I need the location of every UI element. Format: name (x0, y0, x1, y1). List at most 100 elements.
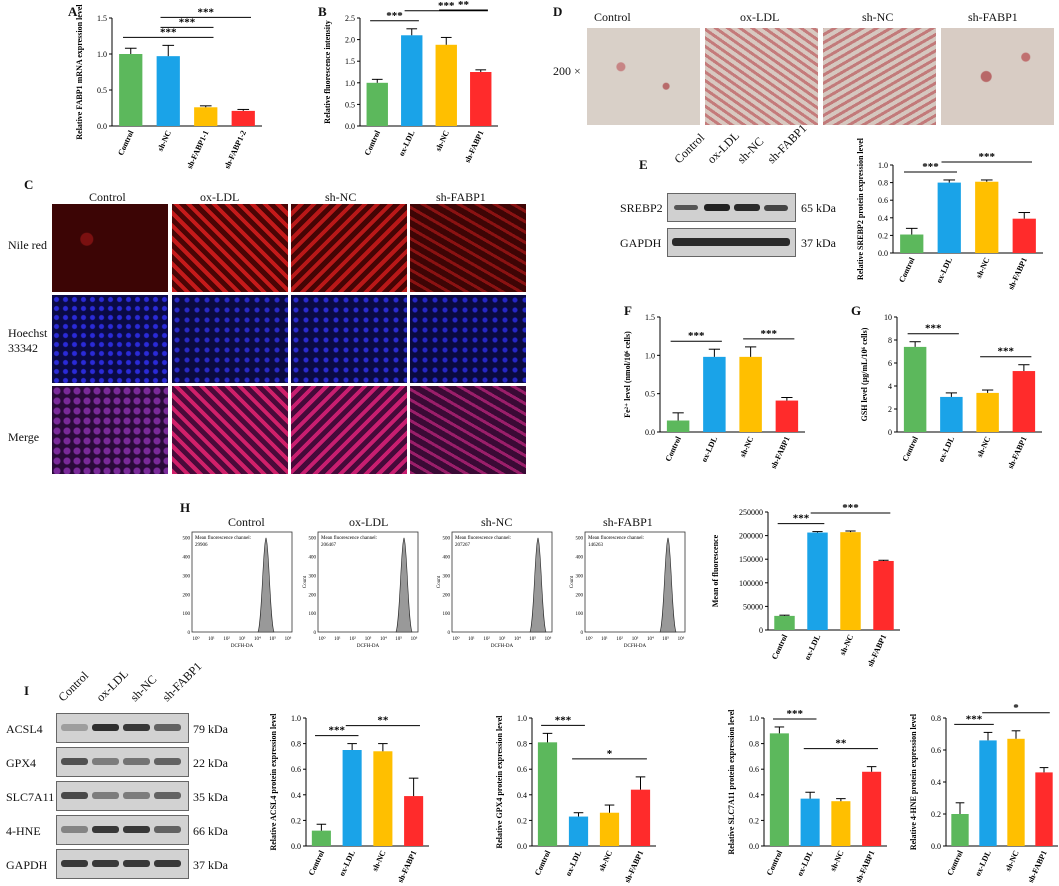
d-magnification-label: 200 × (553, 64, 581, 78)
blot-band (123, 826, 150, 833)
hist-x-tick: 10⁶ (411, 636, 418, 642)
blot-band (154, 724, 181, 731)
x-tick-label: Control (765, 848, 785, 877)
stain-image-control (587, 28, 700, 125)
hist-x-tick: 10⁴ (514, 636, 521, 642)
hist-x-tick: 10² (483, 636, 490, 642)
chart-i4: 0.0 0.2 0.4 0.6 0.8 Relative 4-HNE protein ex… (909, 702, 1058, 884)
i-band-label-gapdh: GAPDH (6, 858, 48, 872)
bar-control (119, 54, 143, 126)
hist-x-tick: 10¹ (208, 636, 215, 642)
x-tick-label: Control (770, 632, 790, 661)
histogram-peak (257, 537, 275, 633)
y-tick-label: 0.8 (931, 714, 941, 723)
i-band-label-4hne: 4-HNE (6, 824, 41, 838)
e-band-label-srebp2: SREBP2 (620, 201, 663, 215)
significance-label: ** (377, 715, 389, 727)
i-kda-gapdh: 37 kDa (193, 858, 228, 872)
significance-label: *** (198, 6, 215, 18)
histogram-panel: Mean fluorescence channel: 29906 0 100 200 30… (180, 531, 686, 649)
stain-image-shfabp1 (941, 28, 1054, 125)
panel-letter-i: I (24, 683, 30, 698)
hist-x-title: DCFH-DA (491, 644, 514, 649)
chart-i2: 0.0 0.2 0.4 0.6 0.8 1.0 Relative GPX4 protein … (495, 714, 656, 884)
y-axis-title: Mean of fluorescence (711, 534, 720, 607)
bar-sh-nc (840, 532, 861, 630)
y-tick-label: 1.0 (345, 79, 355, 88)
hist-x-tick: 10² (616, 636, 623, 642)
nile-red-image-shnc (291, 204, 407, 292)
x-tick-label: sh-FABP1 (1026, 849, 1049, 884)
hist-x-tick: 10² (349, 636, 356, 642)
nile-red-image-shfabp1 (410, 204, 526, 292)
x-tick-label: sh-FABP1 (866, 633, 889, 668)
y-tick-label: 0.2 (878, 231, 888, 240)
significance-label: * (1013, 702, 1019, 714)
x-tick-label: sh-NC (974, 256, 991, 280)
hist-y-tick: 100 (576, 612, 584, 617)
histogram-frame (451, 531, 553, 633)
blot-band (154, 758, 181, 765)
i-kda-slc7a11: 35 kDa (193, 790, 228, 804)
chart-e: 0.0 0.2 0.4 0.6 0.8 1.0 Relative SREBP2 protei… (856, 137, 1043, 291)
d-label-shnc: sh-NC (862, 10, 894, 24)
hist-x-tick: 10⁶ (545, 636, 552, 642)
hist-x-tick: 10⁵ (395, 636, 402, 642)
bar-sh-fabp1 (404, 796, 424, 846)
d-label-oxldl: ox-LDL (740, 10, 780, 24)
y-tick-label: 0.6 (517, 765, 527, 774)
histogram-4: Mean fluorescence channel: 146263 0 100 200 3… (570, 531, 686, 649)
bar-control (366, 82, 388, 126)
bar-control (311, 830, 331, 846)
blot-strip-2 (56, 747, 189, 777)
hist-x-tick: 10² (223, 636, 230, 642)
x-tick-label: Control (945, 848, 965, 877)
y-axis-title: Relative ACSL4 protein expression level (269, 713, 278, 851)
y-tick-label: 250000 (739, 508, 763, 517)
significance-label: *** (329, 725, 346, 737)
histogram-frame (584, 531, 686, 633)
y-tick-label: 0.6 (931, 746, 941, 755)
hist-y-tick: 0 (188, 631, 191, 636)
y-axis-title: Relative SLC7A11 protein expression leve… (727, 709, 736, 855)
y-tick-label: 0.8 (749, 740, 759, 749)
x-tick-label: ox-LDL (700, 435, 720, 463)
y-tick-label: 10 (884, 313, 892, 322)
e-band-label-gapdh: GAPDH (620, 236, 662, 250)
chart-f: 0.0 0.5 1.0 1.5 Fe²⁺ level (nmol/10⁶ cells) C… (623, 313, 805, 470)
significance-label: *** (966, 713, 983, 725)
c-row-label-nile-red: Nile red (8, 238, 47, 252)
x-tick-label: sh-FABP1 (769, 435, 792, 470)
blot-band (61, 724, 88, 731)
hist-x-tick: 10³ (365, 636, 372, 642)
y-axis-title: Fe²⁺ level (nmol/10⁶ cells) (623, 331, 632, 418)
y-axis-title: Relative SREBP2 protein expression level (856, 137, 865, 280)
significance-label: *** (998, 346, 1015, 358)
y-tick-label: 0.5 (345, 100, 355, 109)
bar-ox-ldl (401, 35, 423, 126)
bar-ox-ldl (568, 816, 589, 846)
y-tick-label: 0.6 (749, 765, 759, 774)
hist-x-tick: 10¹ (601, 636, 608, 642)
y-tick-label: 0.0 (931, 842, 941, 851)
y-tick-label: 0.6 (291, 765, 301, 774)
hist-y-tick: 200 (309, 593, 317, 598)
y-tick-label: 4 (888, 382, 892, 391)
y-tick-label: 0.0 (645, 428, 655, 437)
y-tick-label: 0.4 (291, 791, 301, 800)
hist-x-tick: 10⁰ (585, 636, 592, 642)
hist-x-tick: 10⁰ (192, 636, 199, 642)
bar-control (769, 733, 789, 846)
bar-sh-fabp1-2 (231, 110, 255, 126)
hist-y-tick: 100 (309, 612, 317, 617)
significance-label: *** (979, 151, 996, 163)
i-band-label-slc7a11: SLC7A11 (6, 790, 55, 804)
y-tick-label: 0.8 (291, 740, 301, 749)
significance-label: *** (179, 16, 196, 28)
bar-ox-ldl (940, 396, 963, 432)
x-tick-label: sh-FABP1 (854, 849, 877, 884)
blot-band (92, 758, 119, 765)
hist-x-tick: 10¹ (468, 636, 475, 642)
bar-sh-nc (976, 392, 999, 432)
